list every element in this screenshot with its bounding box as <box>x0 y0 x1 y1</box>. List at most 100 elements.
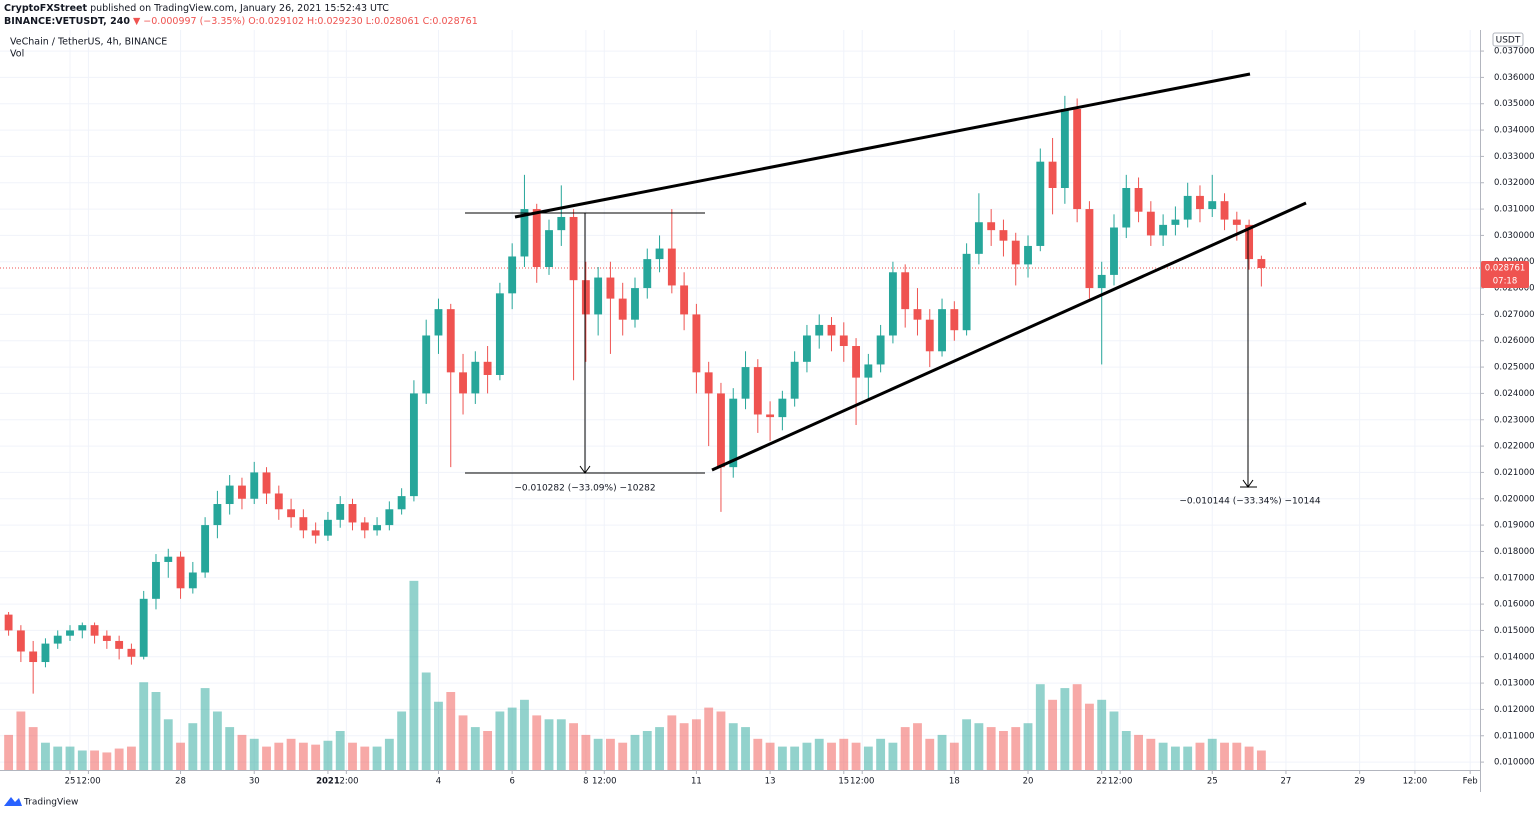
candle-body <box>962 253 971 331</box>
candle-body <box>459 372 467 394</box>
candle-body <box>1196 195 1204 210</box>
candle-body <box>790 361 799 399</box>
y-tick-label: 0.010000 <box>1494 758 1535 768</box>
candle-body <box>16 630 25 652</box>
volume-bar <box>188 723 198 770</box>
volume-bar <box>1232 742 1242 770</box>
candle-body <box>803 335 811 362</box>
volume-bar <box>360 746 370 770</box>
candle-body <box>299 517 308 531</box>
candle-body <box>655 248 664 260</box>
volume-bar <box>900 727 910 770</box>
y-tick-label: 0.015000 <box>1494 626 1535 636</box>
candle-body <box>41 643 50 663</box>
candle-body <box>324 519 332 536</box>
volume-bar <box>974 723 984 770</box>
candle-body <box>974 222 983 254</box>
price-axis <box>1480 30 1536 792</box>
volume-bar <box>667 715 677 770</box>
volume-bar <box>16 711 26 770</box>
y-tick-label: 0.036000 <box>1494 73 1535 83</box>
volume-bar <box>102 752 112 770</box>
volume-bar <box>4 734 14 770</box>
candle-body <box>1073 109 1082 210</box>
measure-label: −0.010144 (−33.34%) −10144 <box>1179 497 1321 507</box>
candle-body <box>1232 219 1241 225</box>
volume-bar <box>200 688 210 770</box>
candle-body <box>409 393 418 497</box>
candle-body <box>1257 259 1266 269</box>
header-line: CryptoFXStreet published on TradingView.… <box>4 3 389 14</box>
candle-body <box>1134 188 1143 212</box>
candle-body <box>1245 224 1254 260</box>
volume-bar <box>556 719 566 770</box>
volume-bar <box>446 692 456 770</box>
drawings <box>465 72 1307 488</box>
candle-body <box>1122 188 1131 228</box>
candle-body <box>827 324 836 336</box>
volume-bar <box>1109 711 1119 770</box>
candle-body <box>53 635 62 644</box>
candle-body <box>78 625 87 631</box>
x-tick-label: 12:00 <box>1403 777 1428 787</box>
x-tick-label: 11 <box>691 777 702 787</box>
candle-body <box>815 324 824 336</box>
y-tick-label: 0.021000 <box>1494 468 1535 478</box>
candle-body <box>115 640 124 649</box>
volume-bar <box>470 727 480 770</box>
candle-body <box>876 335 885 365</box>
candle-body <box>1048 161 1057 189</box>
grid <box>0 30 1480 770</box>
candle-body <box>397 496 406 510</box>
volume-bar <box>986 727 996 770</box>
volume-bar <box>323 740 333 770</box>
y-tick-label: 0.022000 <box>1494 442 1535 452</box>
x-tick-label: 15 <box>838 777 849 787</box>
change: ▼ −0.000997 (−3.35%) <box>133 16 245 27</box>
candle-body <box>1110 227 1118 275</box>
candle-body <box>667 248 676 286</box>
volume-bar <box>691 719 701 770</box>
candle-body <box>729 398 738 468</box>
volume-bar <box>28 727 38 770</box>
volume-bar <box>458 715 468 770</box>
candle-body <box>127 648 136 657</box>
wedge-lower <box>711 201 1307 472</box>
measure-label: −0.010282 (−33.09%) −10282 <box>514 484 655 494</box>
brand: TradingView <box>23 798 78 808</box>
candle-body <box>999 230 1008 241</box>
volume-bar <box>212 711 222 770</box>
y-tick-label: 0.016000 <box>1494 600 1535 610</box>
y-tick-label: 0.031000 <box>1494 205 1535 215</box>
x-tick-label: 12:00 <box>1108 777 1133 787</box>
y-tick-label: 0.014000 <box>1494 652 1535 662</box>
candle-body <box>950 309 959 331</box>
y-tick-label: 0.026000 <box>1494 336 1535 346</box>
volume-bar <box>151 692 161 770</box>
candle-body <box>238 485 246 499</box>
volume-bar <box>1048 699 1058 770</box>
volume-bar <box>863 746 873 770</box>
volume-bar <box>225 727 235 770</box>
volume-bar <box>1023 723 1033 770</box>
volume-bar <box>618 742 628 770</box>
volume-bar <box>716 711 726 770</box>
volume-bar <box>704 707 714 770</box>
wedge-upper <box>514 72 1251 219</box>
arrow-head <box>1242 479 1254 488</box>
candle-body <box>1208 201 1217 210</box>
volume-bar <box>1146 738 1156 770</box>
candle-body <box>692 314 701 373</box>
candle-body <box>1183 195 1192 220</box>
volume-bar <box>999 731 1008 770</box>
volume-bar <box>925 738 935 770</box>
candle-body <box>336 504 345 520</box>
candle-body <box>680 285 689 315</box>
volume-bar <box>41 742 50 770</box>
volume-bar <box>790 746 800 770</box>
volume-bar <box>1195 742 1205 770</box>
volume-bar <box>77 750 87 770</box>
y-tick-label: 0.018000 <box>1494 547 1535 557</box>
candle-body <box>717 393 725 468</box>
